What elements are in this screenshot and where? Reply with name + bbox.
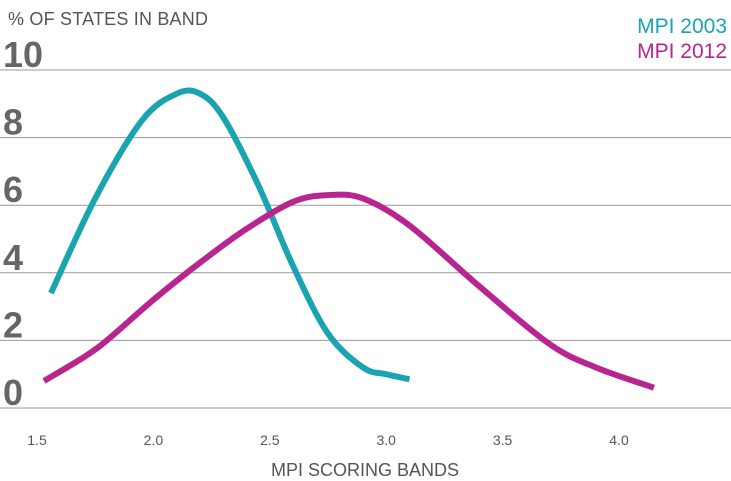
x-axis-title: MPI SCORING BANDS — [271, 460, 459, 480]
y-tick-labels: 0 2 4 6 8 10 — [3, 34, 43, 413]
series-line-mpi-2003 — [48, 87, 411, 383]
y-tick-label: 10 — [3, 34, 43, 75]
x-tick-label: 2.0 — [144, 432, 164, 448]
x-tick-label: 4.0 — [609, 432, 629, 448]
y-tick-label: 8 — [3, 102, 23, 143]
legend-item-mpi-2003: MPI 2003 — [637, 15, 727, 38]
x-tick-label: 2.5 — [260, 432, 280, 448]
x-tick-label: 3.0 — [376, 432, 396, 448]
y-tick-label: 2 — [3, 304, 23, 345]
series-line-mpi-2012 — [42, 191, 655, 391]
legend-item-mpi-2012: MPI 2012 — [637, 40, 727, 63]
grid-lines — [0, 69, 731, 409]
x-tick-label: 1.5 — [27, 432, 47, 448]
y-axis-title: % OF STATES IN BAND — [8, 9, 208, 29]
y-tick-label: 6 — [3, 169, 23, 210]
x-tick-label: 3.5 — [493, 432, 513, 448]
x-tick-labels: 1.5 2.0 2.5 3.0 3.5 4.0 — [27, 432, 629, 448]
y-tick-label: 4 — [3, 237, 23, 278]
series-lines — [42, 87, 655, 391]
y-tick-label: 0 — [3, 372, 23, 413]
